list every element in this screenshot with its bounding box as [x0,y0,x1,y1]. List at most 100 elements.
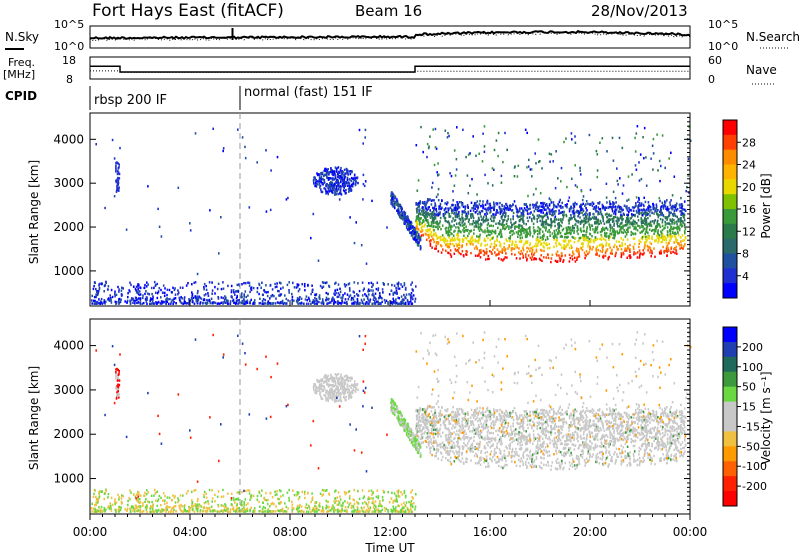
power-echo [643,126,646,130]
velocity-echo [587,409,589,412]
power-echo [669,232,672,236]
velocity-echo [628,413,630,417]
power-echo [440,251,443,254]
power-echo [532,193,535,196]
power-echo [297,283,300,286]
power-echo [435,195,438,199]
power-echo [557,223,559,226]
power-scatter [90,125,692,305]
power-echo [355,301,358,305]
power-echo [422,206,424,209]
power-echo [417,233,420,236]
power-echo [571,250,574,253]
power-echo [631,173,633,176]
power-echo [419,236,422,239]
power-echo [482,204,485,208]
power-echo [238,301,240,305]
power-echo [280,293,283,296]
power-echo [659,199,661,203]
power-echo [548,204,551,207]
power-echo [615,251,617,254]
power-echo [505,238,507,241]
power-echo [515,257,518,260]
power-echo [435,207,437,211]
power-echo [222,296,224,300]
power-echo [558,212,560,215]
power-echo [529,231,531,234]
power-echo [440,207,442,211]
power-echo [352,177,355,180]
power-echo [529,256,532,260]
power-echo [417,214,420,218]
colorbar-segment [723,179,737,195]
power-echo [337,179,339,183]
power-echo [461,250,464,253]
power-echo [475,245,477,248]
power-echo [489,233,491,237]
power-echo [684,232,686,235]
power-echo [331,191,333,194]
power-echo [673,209,676,213]
power-echo [410,223,413,226]
power-echo [129,281,131,284]
power-echo [432,206,434,210]
power-echo [605,241,608,245]
power-echo [205,288,208,292]
power-echo [437,224,439,227]
power-echo [197,298,200,301]
power-echo [582,220,584,223]
power-echo [662,207,665,210]
power-echo [405,293,408,296]
power-echo [680,196,682,200]
velocity-echo [483,446,486,450]
power-echo [648,228,651,231]
power-echo [372,292,374,295]
power-echo [633,242,636,246]
power-echo [649,222,651,225]
power-echo [541,238,543,241]
power-echo [515,210,518,214]
power-echo [632,224,634,227]
power-echo [332,184,334,187]
power-echo [503,208,506,211]
power-echo [674,231,677,234]
power-echo [191,291,193,294]
power-echo [534,257,537,261]
power-echo [331,178,334,181]
power-echo [439,244,442,247]
power-echo [426,142,429,146]
power-echo [205,302,207,305]
power-echo [559,235,562,238]
power-echo [146,281,148,284]
nave-tick-bottom: 0 [708,73,715,86]
power-echo [523,243,525,247]
power-echo [399,214,402,217]
power-echo [428,240,431,243]
velocity-echo [494,447,496,451]
power-echo [330,170,332,174]
power-echo [424,215,427,218]
power-echo [341,300,343,303]
beam-title: Beam 16 [355,2,422,20]
power-echo [346,169,348,173]
power-echo [422,220,425,223]
velocity-echo [517,437,520,440]
power-echo [670,199,672,202]
power-echo [317,180,319,183]
power-echo [326,297,328,301]
power-echo [394,204,396,207]
power-echo [591,248,593,251]
power-echo [403,298,405,302]
power-echo [643,157,645,160]
power-echo [330,180,332,184]
power-echo [272,302,274,305]
power-echo [319,177,321,180]
power-echo [612,217,614,220]
power-echo [467,228,469,232]
power-echo [323,281,325,284]
power-echo [278,281,281,284]
velocity-echo [622,425,624,428]
power-echo [126,299,129,302]
power-echo [556,260,558,263]
velocity-echo [415,408,417,412]
